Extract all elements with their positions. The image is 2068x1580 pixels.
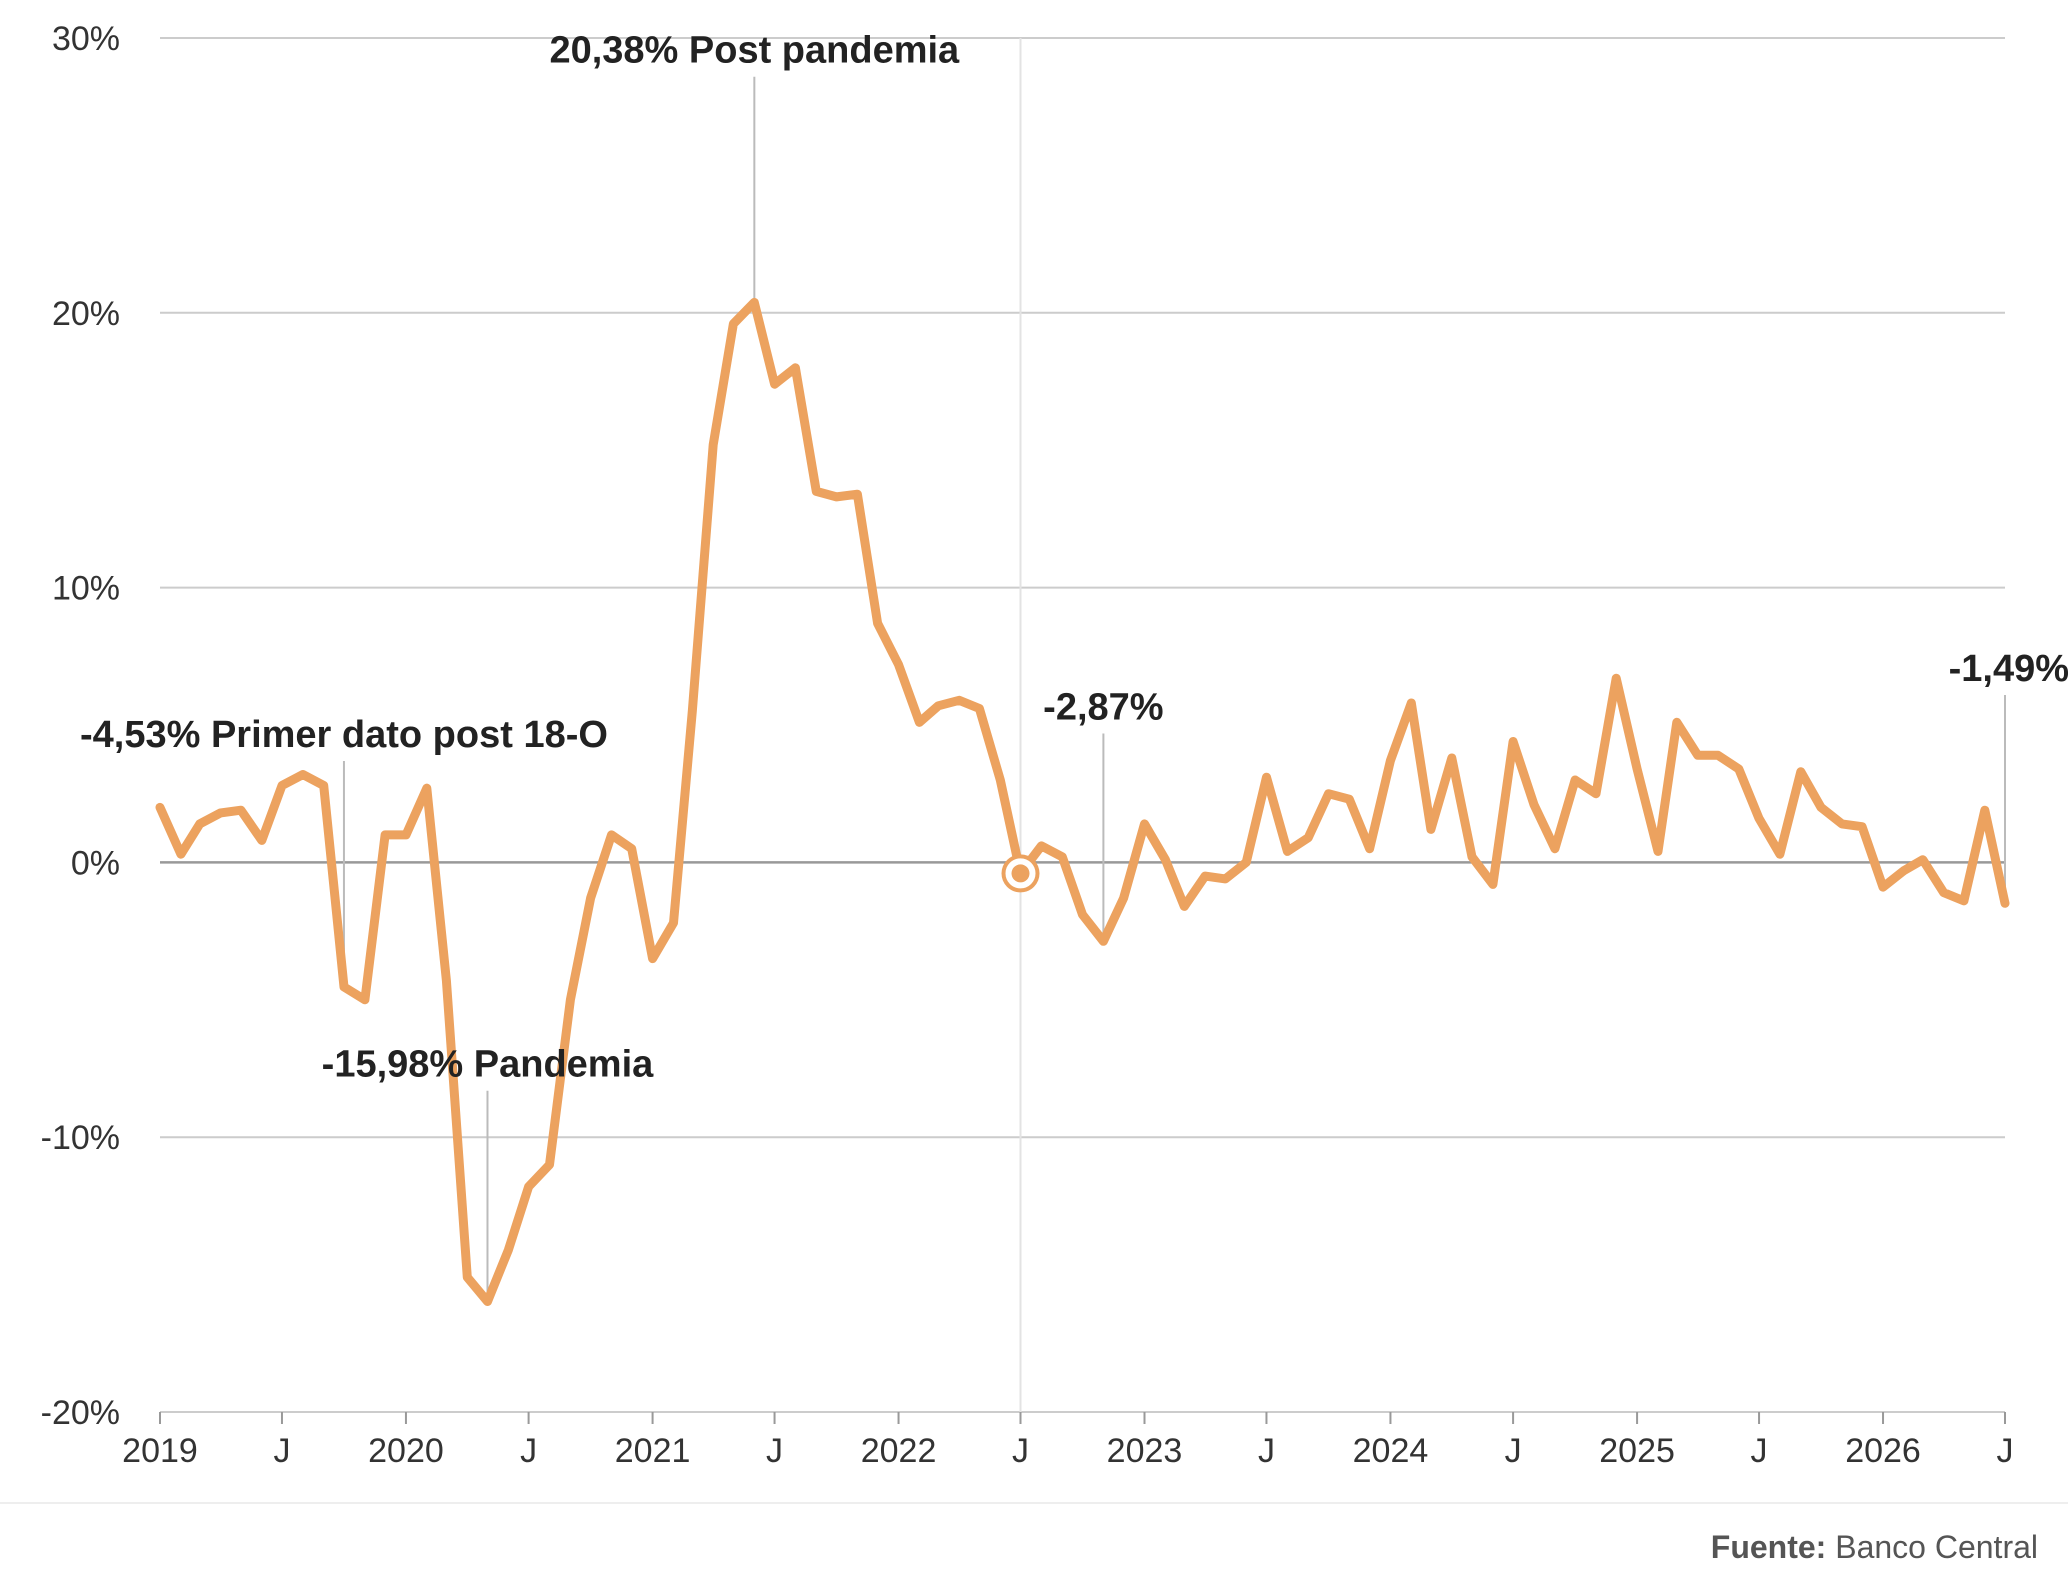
y-tick-label: 10% xyxy=(52,570,120,608)
gridlines xyxy=(160,37,2005,1413)
x-tick-label: 2025 xyxy=(1599,1432,1675,1470)
source-value: Banco Central xyxy=(1835,1529,2038,1565)
x-tick-label: J xyxy=(273,1432,290,1470)
annotation-label: -1,49% xyxy=(1949,648,2068,690)
x-tick-label: J xyxy=(766,1432,783,1470)
y-tick-label: -10% xyxy=(41,1119,120,1157)
annotation-label: 20,38% Post pandemia xyxy=(549,30,960,72)
highlight-marker-dot xyxy=(1011,864,1030,883)
footer-divider xyxy=(0,1502,2068,1504)
y-tick-label: 30% xyxy=(52,20,120,58)
x-tick-label: 2019 xyxy=(122,1432,198,1470)
y-tick-label: -20% xyxy=(41,1394,120,1432)
x-tick-label: J xyxy=(1505,1432,1522,1470)
x-tick-label: J xyxy=(1751,1432,1768,1470)
annotation-label: -4,53% Primer dato post 18-O xyxy=(80,714,608,756)
annotation-leaders xyxy=(342,38,2006,1412)
x-tick-label: J xyxy=(1012,1432,1029,1470)
x-tick-label: J xyxy=(520,1432,537,1470)
annotation-label: -15,98% Pandemia xyxy=(322,1044,654,1086)
x-tick-label: 2022 xyxy=(861,1432,937,1470)
x-tick-label: 2024 xyxy=(1353,1432,1429,1470)
y-tick-label: 20% xyxy=(52,295,120,333)
x-tick-label: 2026 xyxy=(1845,1432,1921,1470)
annotation-labels: 20,38% Post pandemia -4,53% Primer dato p… xyxy=(80,30,2068,1086)
source-label: Fuente: xyxy=(1710,1529,1827,1565)
y-tick-label: 0% xyxy=(71,844,120,882)
x-tick-label: 2023 xyxy=(1107,1432,1183,1470)
x-axis-ticks: 2019 J 2020 J 2021 J 2022 J 2023 J 2024 J 2025 J 2026 J xyxy=(122,1412,2014,1470)
source-note: Fuente: Banco Central xyxy=(1711,1529,2038,1566)
series-line xyxy=(155,297,2010,1306)
x-tick-label: 2021 xyxy=(615,1432,691,1470)
line-chart: 30% 20% 10% 0% -10% -20% 2019 J 2020 J 2021 J 2022 J… xyxy=(41,20,2068,1470)
x-tick-label: J xyxy=(1258,1432,1275,1470)
series-layer xyxy=(155,297,2010,1306)
x-tick-label: 2020 xyxy=(368,1432,444,1470)
y-axis-ticks: 30% 20% 10% 0% -10% -20% xyxy=(41,20,120,1432)
x-tick-label: J xyxy=(1997,1432,2014,1470)
annotation-label: -2,87% xyxy=(1043,687,1163,729)
